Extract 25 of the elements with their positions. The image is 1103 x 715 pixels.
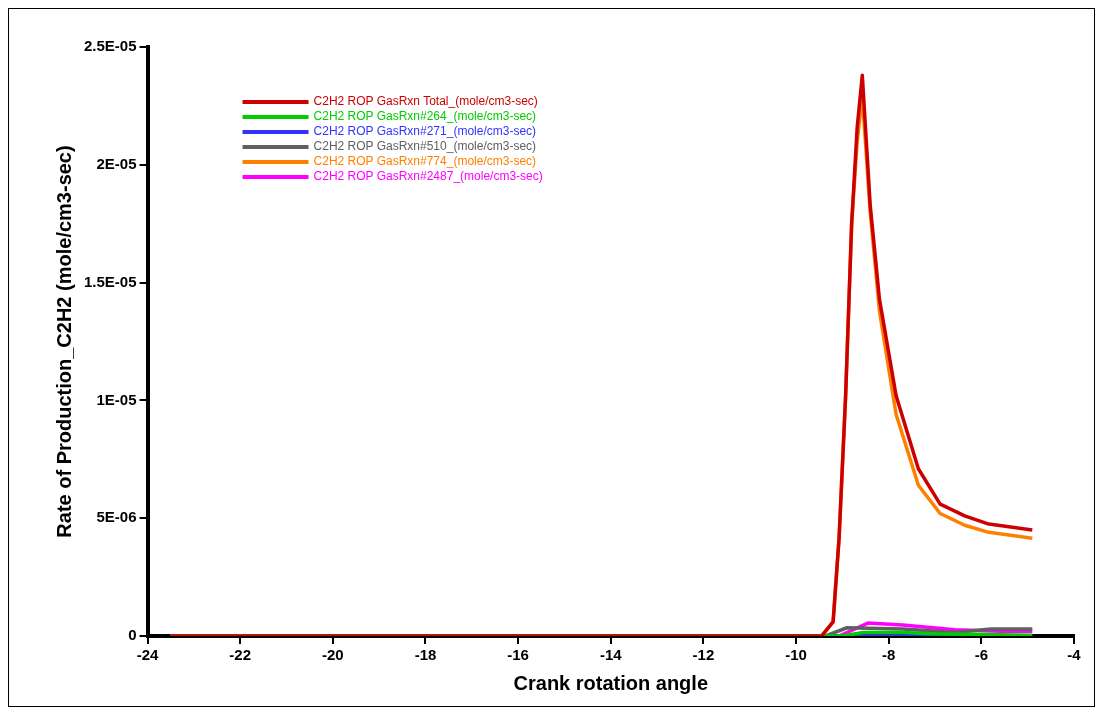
x-tick-label: -16 bbox=[507, 646, 529, 664]
x-tick-label: -12 bbox=[692, 646, 715, 664]
y-tick-label: 0 bbox=[128, 626, 137, 644]
text: C2H2 ROP GasRxn#2487_(mole/cm3-sec) bbox=[313, 169, 543, 184]
x-tick-label: -20 bbox=[321, 646, 344, 664]
x-tick-label: -18 bbox=[414, 646, 437, 664]
x-tick-label: -4 bbox=[1067, 646, 1082, 664]
x-tick-label: -6 bbox=[974, 646, 989, 664]
y-axis-title: Rate of Production_C2H2 (mole/cm3-sec) bbox=[52, 145, 75, 538]
text: C2H2 ROP GasRxn#510_(mole/cm3-sec) bbox=[313, 139, 537, 154]
y-tick-label: 1.5E-05 bbox=[83, 272, 137, 290]
x-axis-title: Crank rotation angle bbox=[513, 671, 709, 694]
text: C2H2 ROP GasRxn#271_(mole/cm3-sec) bbox=[313, 124, 537, 139]
text: C2H2 ROP GasRxn#264_(mole/cm3-sec) bbox=[313, 109, 537, 124]
text: C2H2 ROP GasRxn#774_(mole/cm3-sec) bbox=[313, 154, 537, 169]
x-tick-label: -24 bbox=[136, 646, 160, 664]
text: C2H2 ROP GasRxn Total_(mole/cm3-sec) bbox=[313, 94, 538, 109]
x-tick-label: -22 bbox=[229, 646, 252, 664]
x-tick-label: -8 bbox=[882, 646, 896, 664]
y-tick-label: 1E-05 bbox=[96, 390, 137, 408]
x-tick-label: -14 bbox=[599, 646, 623, 664]
x-tick-label: -10 bbox=[785, 646, 807, 664]
y-tick-label: 5E-06 bbox=[96, 508, 137, 526]
y-tick-label: 2E-05 bbox=[96, 154, 137, 172]
y-tick-label: 2.5E-05 bbox=[83, 37, 137, 55]
